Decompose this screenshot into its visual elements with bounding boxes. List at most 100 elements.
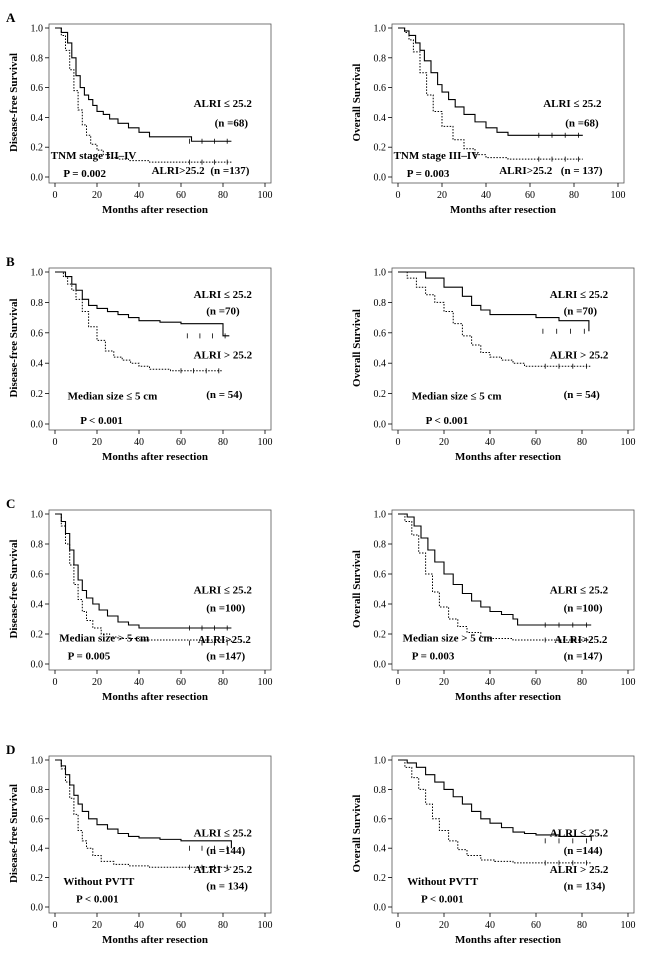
legend-n-low-alri: (n =100) — [564, 603, 603, 615]
y-tick-label: 1.0 — [374, 24, 387, 35]
x-axis-title: Months after resection — [102, 451, 208, 463]
x-tick-label: 100 — [258, 437, 273, 448]
y-tick-label: 0.2 — [374, 630, 387, 641]
plot-frame — [48, 755, 272, 914]
y-tick-label: 0.8 — [374, 540, 387, 551]
y-tick-label: 1.0 — [374, 756, 387, 767]
legend-n-high-alri: (n =147) — [206, 651, 245, 663]
y-tick-label: 0.8 — [374, 298, 387, 309]
y-tick-label: 0.0 — [374, 173, 387, 184]
km-curve-low-alri — [55, 27, 232, 142]
legend-n-low-alri: (n =100) — [206, 603, 245, 615]
legend-n-high-alri: (n = 134) — [564, 880, 606, 892]
legend-label-high-alri: ALRI > 25.2 — [194, 350, 253, 362]
x-tick-label: 20 — [439, 920, 449, 931]
legend-label-low-alri: ALRI ≤ 25.2 — [194, 585, 253, 597]
km-curve-high-alri — [55, 271, 223, 372]
x-tick-label: 80 — [569, 190, 579, 201]
y-tick-label: 0.8 — [31, 298, 44, 309]
y-tick-label: 0.0 — [374, 903, 387, 914]
legend-label-low-alri: ALRI ≤ 25.2 — [550, 827, 609, 839]
y-tick-label: 0.4 — [31, 113, 44, 124]
x-tick-label: 0 — [53, 677, 58, 688]
y-tick-label: 0.0 — [31, 420, 44, 431]
subgroup-label: Without PVTT — [63, 876, 135, 888]
panel-letter: C — [6, 496, 15, 511]
y-axis-title: Overall Survival — [351, 795, 363, 873]
x-tick-label: 100 — [621, 437, 636, 448]
y-tick-label: 0.6 — [31, 570, 44, 581]
y-tick-label: 1.0 — [374, 510, 387, 521]
x-tick-label: 40 — [485, 920, 495, 931]
y-axis-title: Disease-free Survival — [8, 539, 20, 638]
km-curve-low-alri — [55, 513, 232, 629]
x-tick-label: 80 — [577, 677, 587, 688]
plot-frame — [48, 23, 272, 184]
x-tick-label: 80 — [577, 920, 587, 931]
y-tick-label: 0.6 — [374, 814, 387, 825]
x-tick-label: 40 — [481, 190, 491, 201]
y-tick-label: 0.4 — [31, 844, 44, 855]
p-value-label: P = 0.003 — [412, 651, 455, 663]
x-tick-label: 40 — [134, 677, 144, 688]
y-tick-label: 1.0 — [374, 268, 387, 279]
y-tick-label: 0.4 — [31, 359, 44, 370]
x-tick-label: 100 — [621, 677, 636, 688]
x-tick-label: 20 — [437, 190, 447, 201]
y-tick-label: 0.2 — [31, 630, 44, 641]
y-tick-label: 1.0 — [31, 756, 44, 767]
legend-n-low-alri: (n =144) — [564, 845, 603, 857]
x-tick-label: 100 — [258, 190, 273, 201]
plot-frame — [391, 509, 635, 671]
km-curve-high-alri — [398, 759, 592, 864]
legend-label-low-alri: ALRI ≤ 25.2 — [550, 289, 609, 301]
panel-letter: B — [6, 254, 15, 269]
legend-n-low-alri: (n =144) — [206, 845, 245, 857]
plot-frame — [391, 267, 635, 431]
legend-n-low-alri: (n =70) — [206, 306, 240, 318]
y-tick-label: 0.8 — [374, 53, 387, 64]
x-tick-label: 80 — [218, 920, 228, 931]
y-tick-label: 0.2 — [374, 389, 387, 400]
x-axis-title: Months after resection — [450, 204, 556, 216]
y-tick-label: 0.0 — [31, 173, 44, 184]
x-tick-label: 20 — [439, 677, 449, 688]
x-tick-label: 40 — [134, 920, 144, 931]
legend-label-high-alri: ALRI > 25.2 — [194, 864, 253, 876]
y-tick-label: 0.0 — [374, 660, 387, 671]
y-tick-label: 0.8 — [31, 540, 44, 551]
y-tick-label: 0.8 — [31, 785, 44, 796]
y-tick-label: 0.4 — [374, 359, 387, 370]
km-curve-low-alri — [55, 271, 230, 337]
km-curve-low-alri — [398, 271, 590, 332]
x-tick-label: 0 — [53, 437, 58, 448]
chart-panel-6: 0.0 0.2 0.4 0.6 0.8 1.0 0 20 40 60 80 100 Months aft… — [351, 510, 636, 704]
plot-frame — [48, 267, 272, 431]
legend-label-high-alri: ALRI>25.2 — [499, 165, 553, 177]
y-tick-label: 1.0 — [31, 24, 44, 35]
x-tick-label: 80 — [577, 437, 587, 448]
y-axis-title: Overall Survival — [351, 550, 363, 628]
x-tick-label: 60 — [531, 677, 541, 688]
x-tick-label: 0 — [396, 920, 401, 931]
y-tick-label: 0.4 — [374, 844, 387, 855]
p-value-label: P < 0.001 — [76, 894, 119, 906]
x-tick-label: 100 — [258, 920, 273, 931]
p-value-label: P < 0.001 — [80, 415, 123, 427]
y-axis-title: Overall Survival — [351, 64, 363, 142]
y-tick-label: 0.2 — [374, 873, 387, 884]
y-axis-title: Disease-free Survival — [8, 784, 20, 883]
x-axis-title: Months after resection — [102, 934, 208, 946]
legend-label-high-alri: ALRI > 25.2 — [550, 864, 609, 876]
km-curve-low-alri — [398, 27, 583, 136]
km-curve-high-alri — [55, 513, 232, 643]
km-curve-low-alri — [398, 513, 592, 626]
subgroup-label: Without PVTT — [407, 876, 479, 888]
x-axis-title: Months after resection — [455, 691, 561, 703]
legend-n-high-alri: (n =137) — [210, 165, 249, 177]
x-tick-label: 60 — [176, 190, 186, 201]
y-tick-label: 1.0 — [31, 268, 44, 279]
x-tick-label: 40 — [134, 437, 144, 448]
y-tick-label: 0.2 — [374, 143, 387, 154]
